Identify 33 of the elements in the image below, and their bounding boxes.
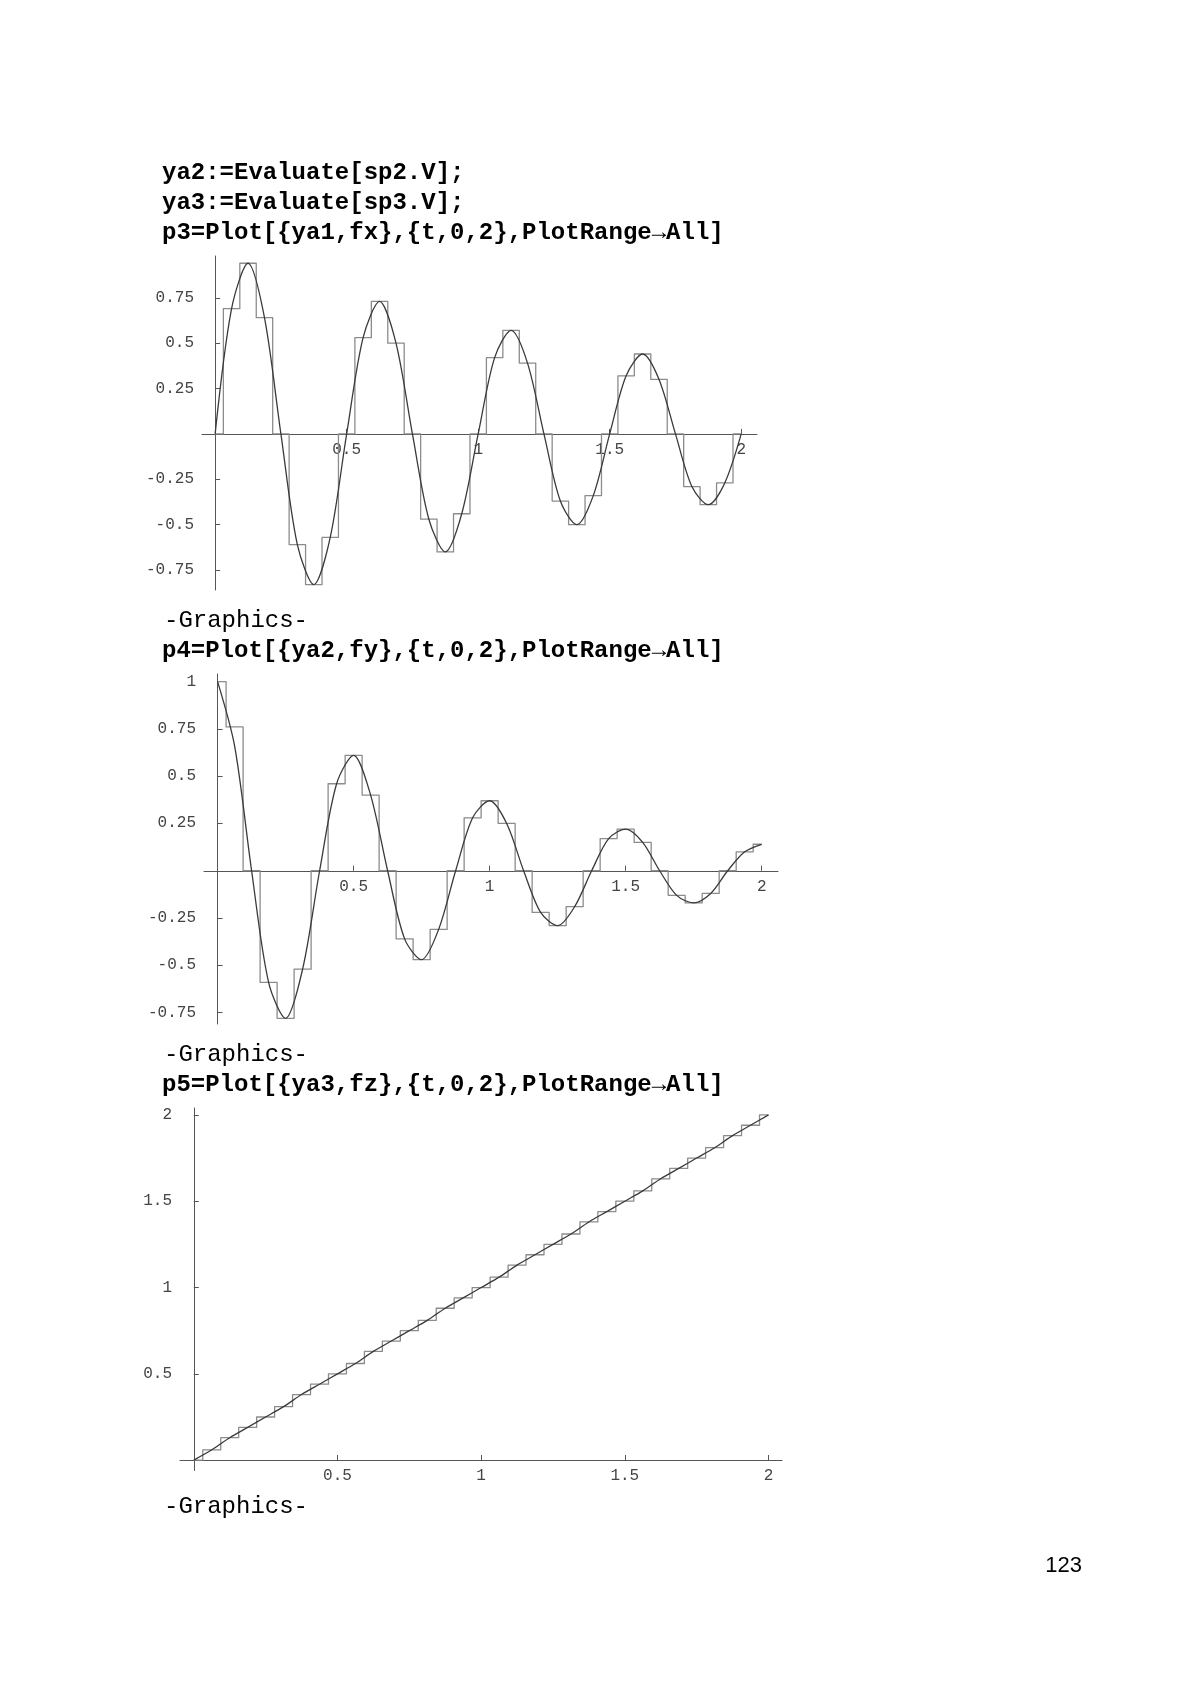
x-tick-label: 1 [484,877,495,896]
y-tick-label: 1 [186,672,196,691]
text: -Graphics- [164,606,310,636]
chart-title: p4=Plot[{ya2,fy},{t,0,2},PlotRange→All] [162,636,725,666]
y-tick-label: 0.25 [157,814,196,833]
text: -Graphics- [164,1492,310,1522]
y-tick-label: 0.5 [165,334,194,353]
x-tick-label: 1.5 [611,877,641,896]
y-tick-label: -0.75 [145,561,194,580]
y-tick-label: -0.25 [147,909,196,928]
text: -Graphics- [164,1040,310,1070]
y-tick-label: -0.25 [145,470,194,489]
y-tick-label: -0.5 [157,956,196,975]
y-tick-label: 0.75 [155,288,194,307]
y-tick-label: 2 [162,1105,172,1124]
y-tick-label: -0.5 [155,515,194,534]
y-tick-label: -0.75 [147,1003,196,1022]
x-tick-label: 0.5 [339,877,369,896]
x-tick-label: 2 [736,440,747,459]
x-tick-label: 1.5 [610,1467,640,1485]
x-tick-label: 0.5 [323,1467,352,1485]
y-tick-label: 1.5 [143,1192,172,1211]
y-tick-label: 0.75 [157,719,196,738]
y-tick-label: 0.5 [143,1364,172,1383]
x-tick-label: 2 [756,877,767,896]
y-tick-label: 0.25 [155,379,194,398]
text: 123 [1044,1552,1082,1578]
y-tick-label: 0.5 [167,767,196,786]
x-tick-label: 2 [763,1467,774,1485]
x-tick-label: 1 [476,1467,486,1485]
y-tick-label: 1 [162,1278,172,1297]
chart-title: ya2:=Evaluate[sp2.V]; ya3:=Evaluate[sp3.V]; p3=Plot[{ya1,fx},{t,0,2},PlotRange→All] [162,158,725,248]
chart-title: p5=Plot[{ya3,fz},{t,0,2},PlotRange→All] [162,1070,725,1100]
